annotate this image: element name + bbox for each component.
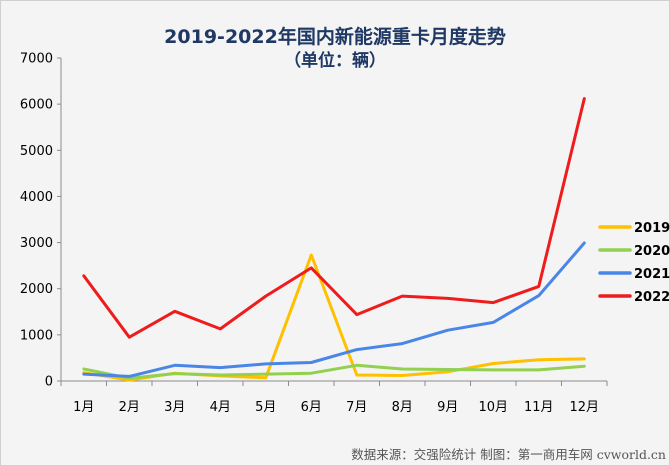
x-tick-label: 1月 bbox=[73, 400, 94, 415]
legend-label-2019: 2019 bbox=[634, 221, 670, 236]
x-tick-label: 6月 bbox=[301, 400, 322, 415]
x-tick-label: 7月 bbox=[346, 400, 367, 415]
y-tick-label: 0 bbox=[45, 375, 53, 390]
y-tick-label: 5000 bbox=[20, 144, 53, 159]
series-line-2021 bbox=[82, 241, 586, 378]
x-tick-label: 9月 bbox=[437, 400, 458, 415]
chart-title: 2019-2022年国内新能源重卡月度走势 bbox=[164, 26, 506, 48]
x-tick-label: 5月 bbox=[255, 400, 276, 415]
x-tick-label: 8月 bbox=[392, 400, 413, 415]
series-line-2019 bbox=[82, 253, 586, 382]
legend-label-2020: 2020 bbox=[634, 244, 670, 259]
legend-label-2021: 2021 bbox=[634, 267, 670, 282]
y-tick-label: 2000 bbox=[20, 282, 53, 297]
x-tick-label: 11月 bbox=[524, 400, 554, 415]
x-tick-label: 4月 bbox=[210, 400, 231, 415]
chart-subtitle: （单位：辆） bbox=[284, 51, 386, 71]
x-tick-label: 3月 bbox=[164, 400, 185, 415]
y-tick-label: 7000 bbox=[20, 52, 53, 67]
y-tick-label: 6000 bbox=[20, 98, 53, 113]
series-line-2022 bbox=[82, 97, 586, 339]
series-line-2020 bbox=[82, 363, 586, 380]
x-tick-label: 2月 bbox=[119, 400, 140, 415]
source-footer: 数据来源：交强险统计 制图：第一商用车网 cvworld.cn bbox=[351, 447, 666, 462]
legend-label-2022: 2022 bbox=[634, 290, 670, 305]
x-tick-label: 12月 bbox=[569, 400, 599, 415]
y-tick-label: 1000 bbox=[20, 328, 53, 343]
x-tick-label: 10月 bbox=[478, 400, 508, 415]
y-tick-label: 4000 bbox=[20, 190, 53, 205]
y-tick-label: 3000 bbox=[20, 236, 53, 251]
